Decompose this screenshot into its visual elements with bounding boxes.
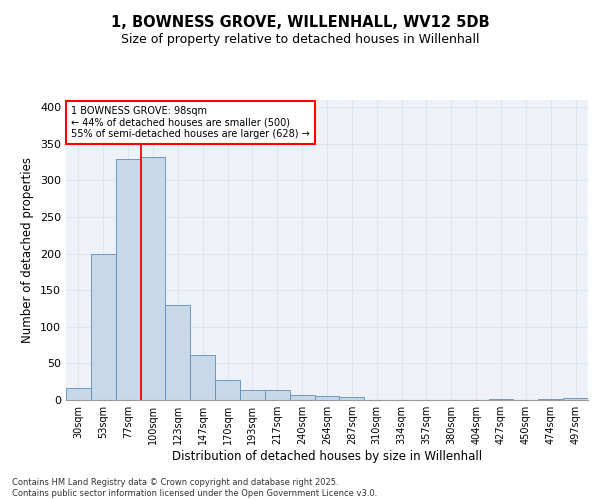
Y-axis label: Number of detached properties: Number of detached properties	[22, 157, 34, 343]
X-axis label: Distribution of detached houses by size in Willenhall: Distribution of detached houses by size …	[172, 450, 482, 463]
Bar	[215, 380, 240, 400]
Bar	[240, 390, 265, 400]
Text: Contains HM Land Registry data © Crown copyright and database right 2025.
Contai: Contains HM Land Registry data © Crown c…	[12, 478, 377, 498]
Bar	[340, 397, 364, 400]
Bar	[190, 354, 215, 400]
Bar	[66, 388, 91, 400]
Text: Size of property relative to detached houses in Willenhall: Size of property relative to detached ho…	[121, 32, 479, 46]
Bar	[290, 395, 314, 400]
Bar	[563, 398, 588, 400]
Text: 1 BOWNESS GROVE: 98sqm
← 44% of detached houses are smaller (500)
55% of semi-de: 1 BOWNESS GROVE: 98sqm ← 44% of detached…	[71, 106, 310, 139]
Bar	[166, 305, 190, 400]
Bar	[314, 396, 340, 400]
Bar	[140, 157, 166, 400]
Bar	[116, 158, 140, 400]
Bar	[265, 390, 290, 400]
Bar	[91, 254, 116, 400]
Text: 1, BOWNESS GROVE, WILLENHALL, WV12 5DB: 1, BOWNESS GROVE, WILLENHALL, WV12 5DB	[110, 15, 490, 30]
